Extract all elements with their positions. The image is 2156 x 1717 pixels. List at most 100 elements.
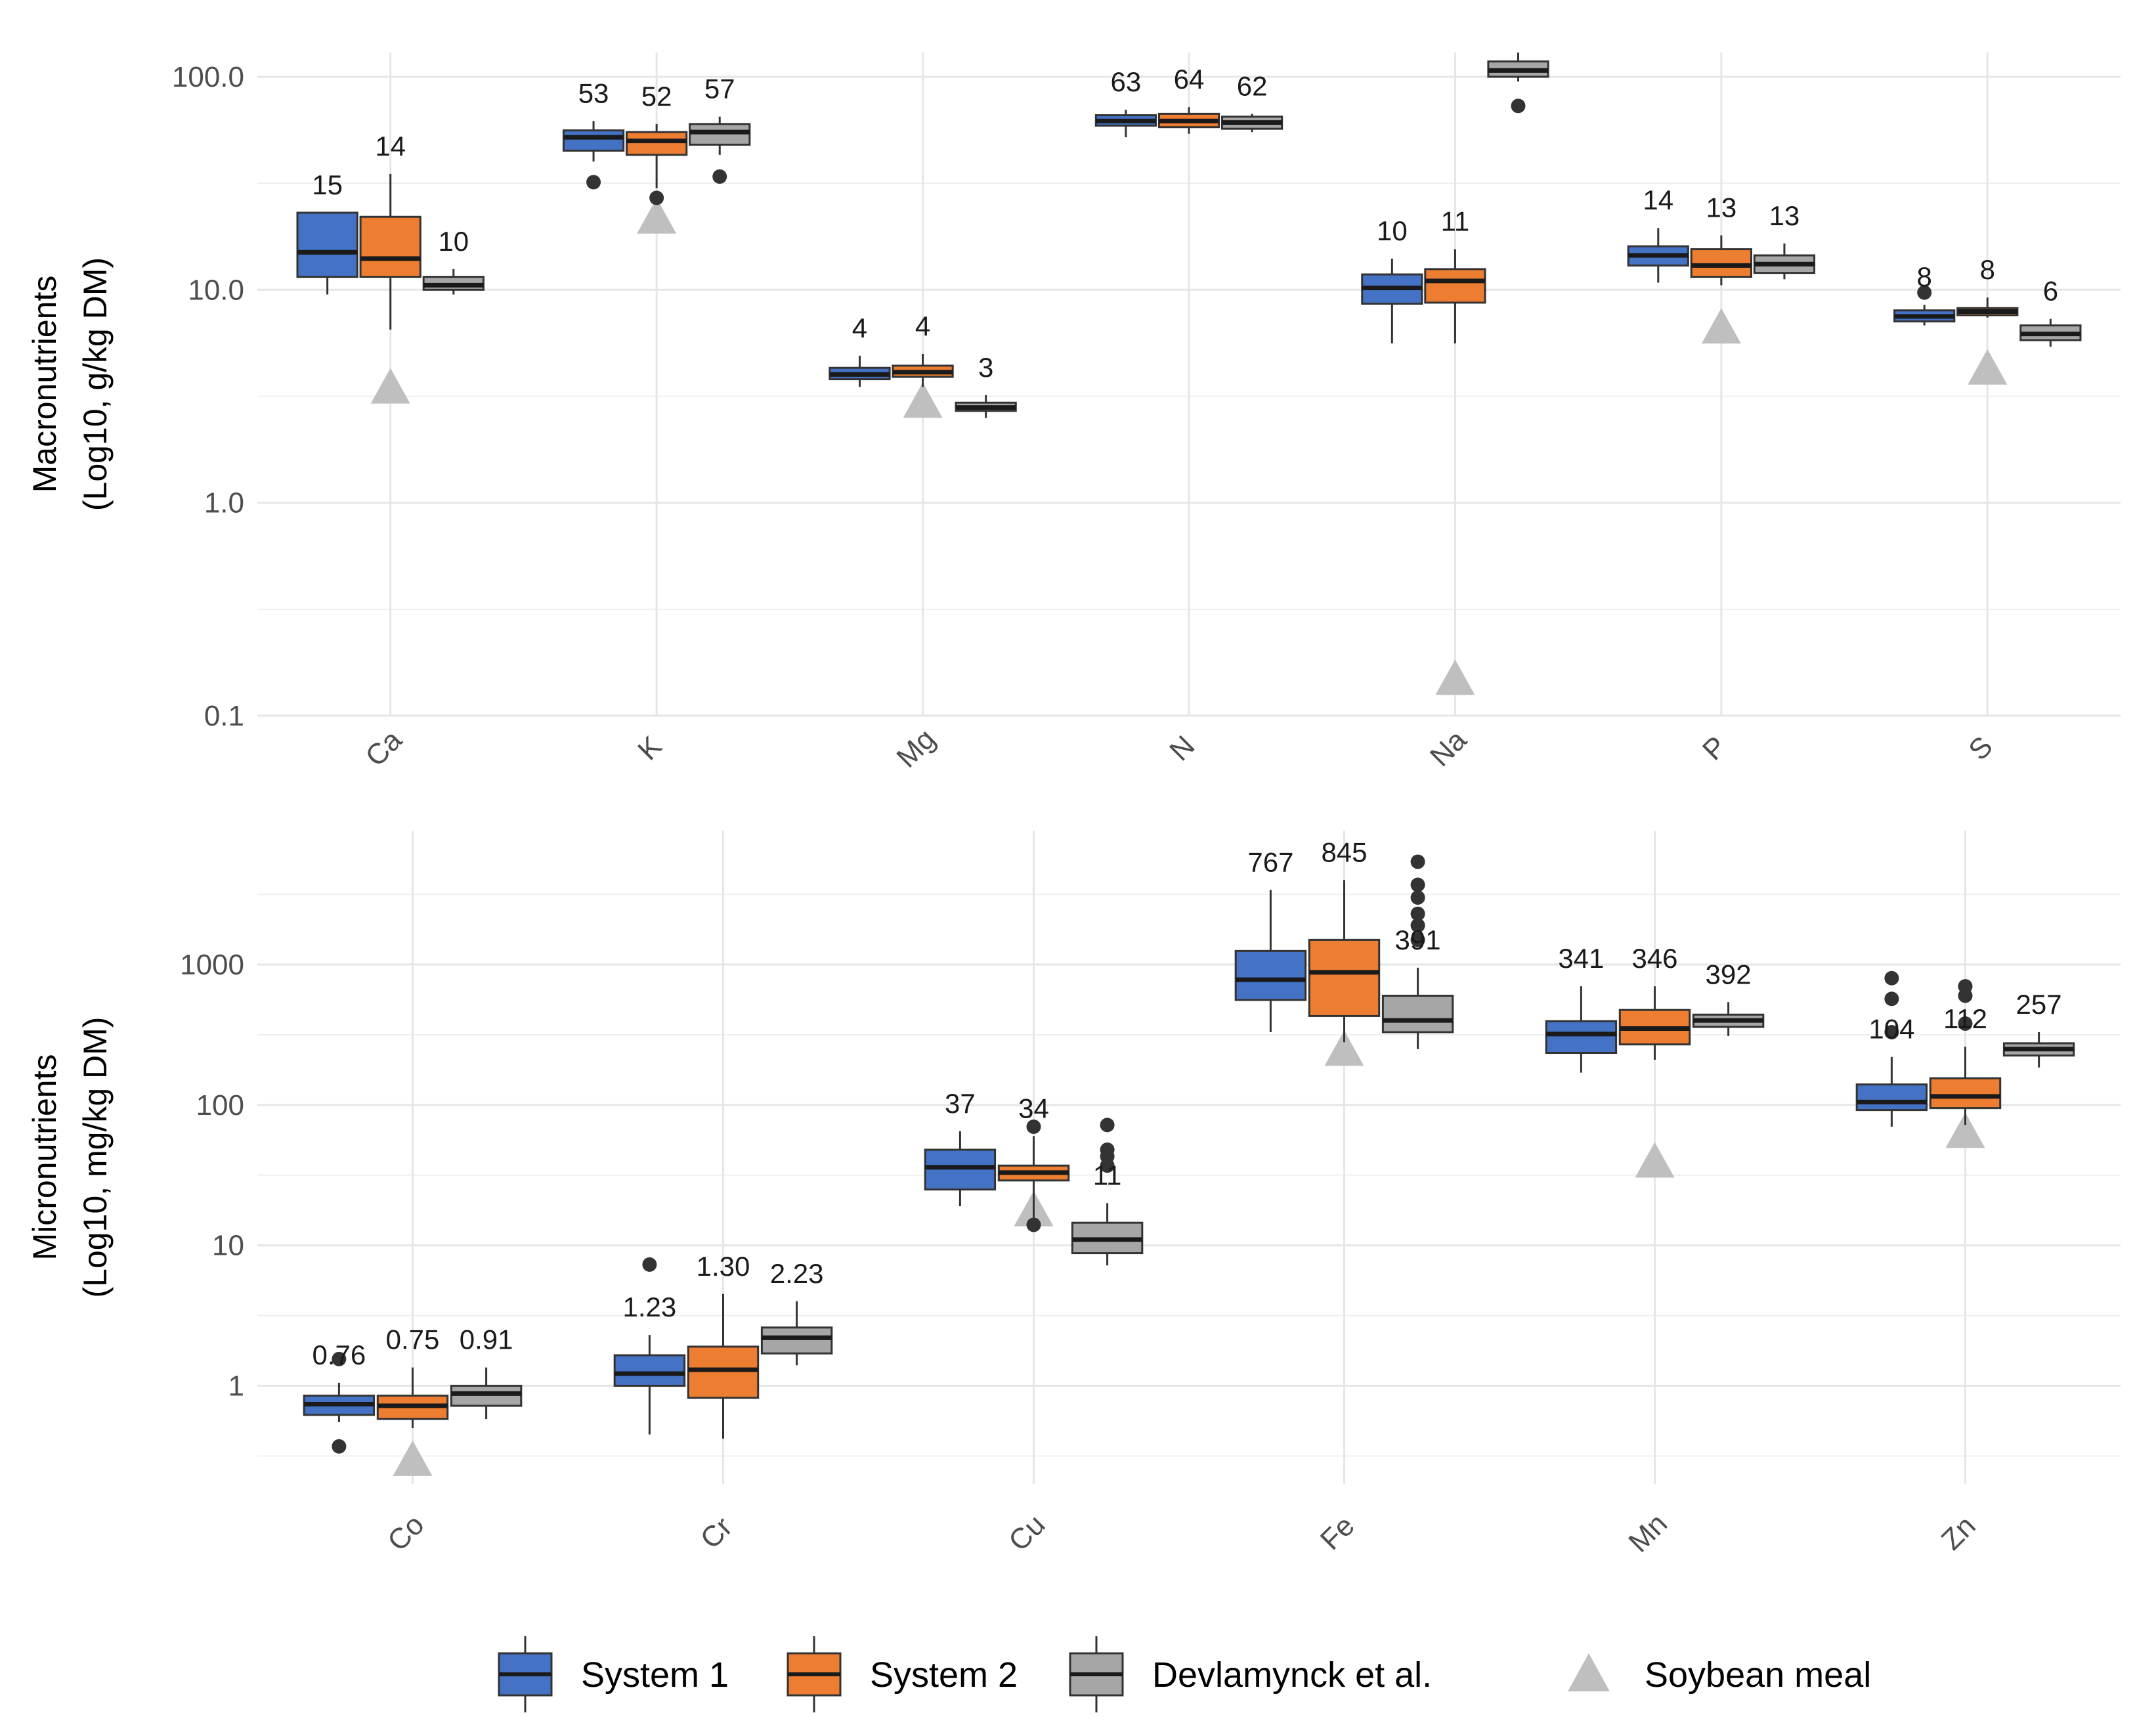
data-label: 14 [375, 131, 406, 162]
boxplot: 2.23 [760, 1258, 833, 1366]
boxplot: 0.75 [376, 1324, 449, 1428]
data-label: 63 [1111, 66, 1142, 97]
boxplot: 14 [1627, 185, 1689, 283]
boxplot: 57 [689, 74, 751, 184]
data-label: 3 [978, 352, 993, 383]
x-tick-label: K [632, 730, 668, 766]
boxplot: 392 [1692, 959, 1765, 1036]
box [1234, 949, 1307, 1001]
outlier-point [642, 1257, 657, 1272]
outlier-point [1410, 854, 1425, 869]
data-label: 346 [1631, 943, 1677, 974]
boxplot: 104 [1855, 970, 1928, 1127]
boxplot: 4 [892, 311, 954, 387]
boxplot: 64 [1157, 64, 1220, 134]
y-tick-label: 1000 [180, 949, 244, 981]
y-axis-title: Macronutrients [26, 276, 63, 493]
series-devlamynck: 10 57 3 62 13 6 [422, 53, 2082, 418]
box [1381, 994, 1454, 1033]
data-label: 0.91 [460, 1324, 513, 1355]
data-label: 10 [438, 226, 469, 257]
data-label: 13 [1769, 200, 1800, 231]
outlier-point [1884, 991, 1899, 1007]
soybean-meal-marker [903, 382, 943, 418]
soybean-meal-marker [637, 198, 677, 234]
data-label: 15 [312, 169, 343, 200]
micronutrients-panel: 1 10 100 1000 Micronutrients (Log10, mg/kg DM… [26, 831, 2121, 1559]
data-label: 62 [1237, 70, 1268, 101]
legend-label: Soybean meal [1645, 1655, 1871, 1695]
boxplot: 53 [562, 77, 625, 190]
outlier-point [1410, 890, 1425, 905]
boxplot: 391 [1381, 854, 1454, 1049]
soybean-meal-marker [1945, 1112, 1985, 1148]
data-label: 53 [578, 77, 609, 108]
data-label: 14 [1643, 185, 1673, 215]
x-tick-label: Ca [359, 724, 408, 773]
y-axis-title: (Log10, mg/kg DM) [77, 1017, 114, 1298]
soybean-meal-marker [393, 1440, 433, 1476]
boxplot: 4 [829, 313, 891, 387]
boxplot: 14 [359, 131, 421, 330]
data-label: 13 [1706, 192, 1736, 223]
boxplot: 10 [422, 226, 485, 295]
box [296, 211, 358, 278]
outlier-point [332, 1439, 347, 1454]
data-label: 37 [945, 1088, 976, 1119]
legend-triangle [1568, 1653, 1610, 1691]
x-tick-label: Fe [1314, 1510, 1361, 1556]
boxplot: 845 [1308, 837, 1381, 1043]
y-tick-label: 100.0 [172, 61, 244, 93]
data-label: 391 [1395, 924, 1441, 955]
box [562, 129, 625, 152]
outlier-point [649, 190, 664, 206]
data-label: 8 [1917, 261, 1932, 292]
soybean-meal-marker [1324, 1030, 1364, 1066]
data-label: 392 [1706, 959, 1752, 989]
data-label: 4 [915, 311, 930, 341]
data-label: 11 [1441, 206, 1470, 237]
legend-item: Soybean meal [1568, 1653, 1871, 1695]
x-tick-label: P [1696, 730, 1733, 766]
outlier-point [1410, 877, 1425, 892]
soybean-meal-marker [1435, 659, 1475, 695]
soybean-meal-marker [1701, 308, 1741, 344]
box [359, 215, 421, 278]
boxplot: 8 [1956, 254, 2019, 318]
box [924, 1148, 997, 1191]
boxplot: 0.76 [303, 1339, 376, 1454]
boxplot: 6 [2019, 276, 2082, 347]
boxplot: 346 [1618, 943, 1691, 1060]
series-system1: 0.76 1.23 37 767 341 104 [303, 846, 1928, 1454]
boxplot: 112 [1929, 979, 2002, 1125]
outlier-point [1917, 285, 1932, 300]
data-label: 0.75 [386, 1324, 440, 1355]
box [613, 1354, 686, 1387]
series-system2: 14 52 4 64 11 13 8 [359, 64, 2019, 387]
boxplot [1487, 53, 1549, 114]
data-label: 34 [1018, 1093, 1049, 1123]
data-label: 57 [704, 74, 735, 104]
box [1545, 1020, 1618, 1054]
outlier-point [1410, 918, 1425, 933]
data-label: 4 [852, 313, 867, 343]
legend-label: System 2 [870, 1655, 1018, 1695]
boxplot: 13 [1690, 192, 1752, 286]
boxplot: 8 [1893, 261, 1956, 326]
x-tick-label: S [1962, 730, 1998, 766]
y-axis-title: Micronutrients [26, 1054, 63, 1261]
grid [257, 53, 2121, 717]
legend-label: Devlamynck et al. [1152, 1655, 1432, 1695]
x-tick-label: Na [1424, 724, 1473, 773]
boxplot: 63 [1094, 66, 1157, 138]
data-label: 10 [1377, 215, 1408, 246]
box [1424, 268, 1486, 304]
data-label: 1.23 [623, 1292, 677, 1322]
x-tick-label: Zn [1935, 1510, 1982, 1556]
y-tick-label: 100 [196, 1089, 244, 1121]
boxplot: 62 [1220, 70, 1283, 133]
series-devlamynck: 0.91 2.23 11 391 392 257 [450, 854, 2075, 1420]
outlier-point [1410, 932, 1425, 947]
soybean-meal-marker [1635, 1142, 1675, 1178]
